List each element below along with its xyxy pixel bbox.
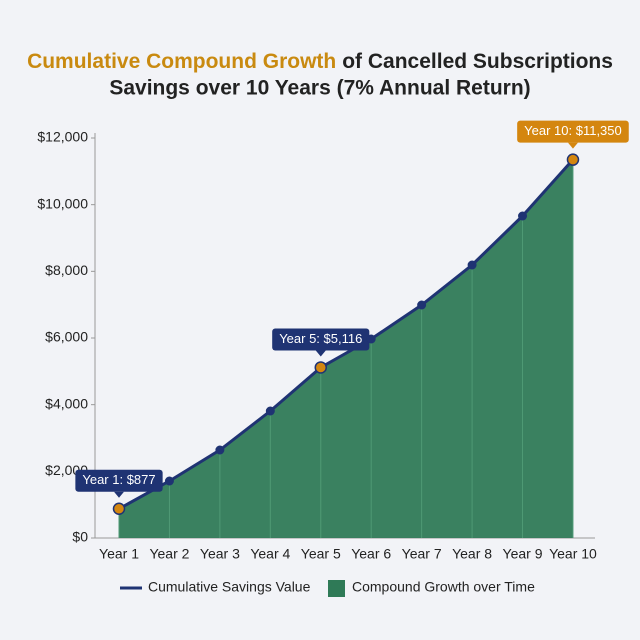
marker (164, 476, 174, 486)
marker (112, 502, 126, 516)
marker (518, 211, 528, 221)
y-tick-label: $4,000 (45, 395, 88, 411)
annotation-box (517, 120, 629, 143)
x-tick-label: Year 4 (250, 546, 290, 562)
annotation-pointer (567, 142, 578, 149)
marker (215, 445, 225, 455)
x-tick-label: Year 6 (351, 546, 391, 562)
y-tick-label: $0 (72, 529, 88, 545)
x-tick-label: Year 3 (200, 546, 240, 562)
x-tick-label: Year 2 (149, 546, 189, 562)
annotation-label: Year 1: $877 (82, 472, 155, 487)
x-tick-label: Year 5 (301, 546, 341, 562)
marker (467, 260, 477, 270)
marker (566, 153, 580, 166)
legend-swatch (328, 580, 345, 597)
marker (314, 361, 328, 374)
y-tick-label: $8,000 (45, 262, 88, 278)
annotation-box (75, 469, 163, 492)
chart-title: Cumulative Compound Growth of Cancelled S… (27, 50, 613, 73)
x-tick-label: Year 1 (99, 546, 139, 562)
y-tick-label: $10,000 (37, 195, 88, 211)
annotation-pointer (114, 491, 124, 498)
x-tick-label: Year 9 (503, 546, 543, 562)
legend-label: Compound Growth over Time (352, 579, 535, 595)
annotation-label: Year 5: $5,116 (279, 331, 362, 346)
y-tick-label: $12,000 (37, 129, 88, 145)
annotation-label: Year 10: $11,350 (524, 123, 622, 138)
title-rest: of Cancelled Subscriptions (342, 50, 613, 73)
annotation-box (272, 328, 370, 351)
x-tick-label: Year 7 (402, 546, 442, 562)
y-tick-label: $6,000 (45, 329, 88, 345)
legend-label: Cumulative Savings Value (148, 579, 311, 595)
marker (265, 406, 275, 416)
x-tick-label: Year 10 (549, 546, 597, 562)
x-tick-label: Year 8 (452, 546, 492, 562)
area (119, 159, 573, 538)
line (118, 158, 575, 511)
annotation-pointer (315, 350, 326, 357)
title-highlight: Cumulative Compound Growth (27, 50, 336, 73)
chart-subtitle: Savings over 10 Years (7% Annual Return) (109, 77, 530, 100)
marker (366, 334, 376, 344)
marker (417, 300, 427, 310)
